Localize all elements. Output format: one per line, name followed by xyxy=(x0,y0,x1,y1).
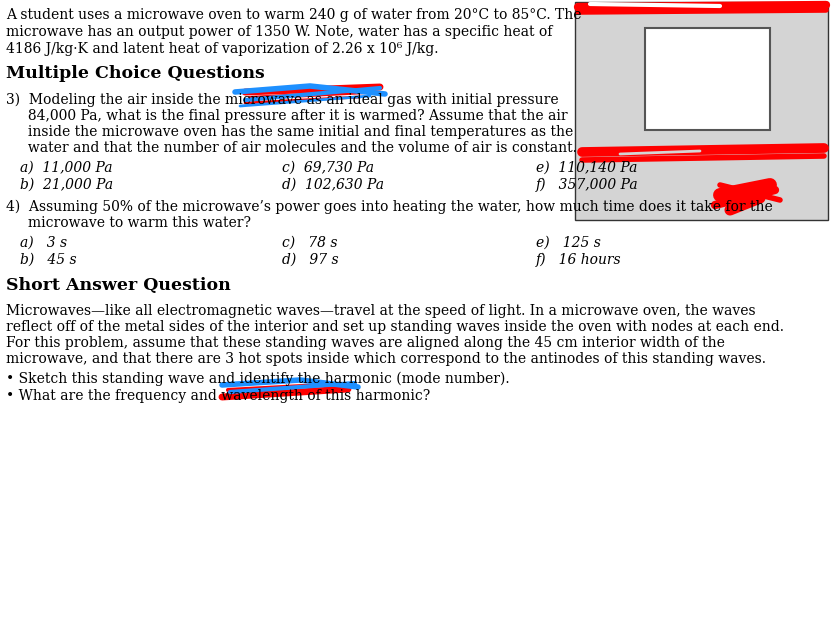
Text: Short Answer Question: Short Answer Question xyxy=(6,277,230,294)
Text: inside the microwave oven has the same initial and final temperatures as the: inside the microwave oven has the same i… xyxy=(6,125,573,139)
Text: microwave has an output power of 1350 W. Note, water has a specific heat of: microwave has an output power of 1350 W.… xyxy=(6,25,552,39)
Text: 84,000 Pa, what is the final pressure after it is warmed? Assume that the air: 84,000 Pa, what is the final pressure af… xyxy=(6,109,567,123)
Text: f)   16 hours: f) 16 hours xyxy=(536,253,622,267)
Text: • What are the frequency and wavelength of this harmonic?: • What are the frequency and wavelength … xyxy=(6,389,430,403)
Text: 4186 J/kg·K and latent heat of vaporization of 2.26 x 10⁶ J/kg.: 4186 J/kg·K and latent heat of vaporizat… xyxy=(6,42,438,56)
Text: f)   357,000 Pa: f) 357,000 Pa xyxy=(536,178,639,192)
Text: e)  110,140 Pa: e) 110,140 Pa xyxy=(536,161,637,175)
Text: a)  11,000 Pa: a) 11,000 Pa xyxy=(20,161,112,175)
Text: microwave to warm this water?: microwave to warm this water? xyxy=(6,216,251,230)
Bar xyxy=(575,2,828,220)
Text: a)   3 s: a) 3 s xyxy=(20,236,67,250)
Text: 4)  Assuming 50% of the microwave’s power goes into heating the water, how much : 4) Assuming 50% of the microwave’s power… xyxy=(6,200,773,214)
Text: microwave, and that there are 3 hot spots inside which correspond to the antinod: microwave, and that there are 3 hot spot… xyxy=(6,352,766,366)
Text: reflect off of the metal sides of the interior and set up standing waves inside : reflect off of the metal sides of the in… xyxy=(6,320,784,334)
Text: For this problem, assume that these standing waves are aligned along the 45 cm i: For this problem, assume that these stan… xyxy=(6,336,725,350)
Text: Microwaves—like all electromagnetic waves—travel at the speed of light. In a mic: Microwaves—like all electromagnetic wave… xyxy=(6,304,755,318)
Text: water and that the number of air molecules and the volume of air is constant.: water and that the number of air molecul… xyxy=(6,141,577,155)
Text: d)  102,630 Pa: d) 102,630 Pa xyxy=(282,178,384,192)
Text: d)   97 s: d) 97 s xyxy=(282,253,339,267)
Text: Multiple Choice Questions: Multiple Choice Questions xyxy=(6,65,265,82)
Bar xyxy=(645,28,770,130)
Text: b)  21,000 Pa: b) 21,000 Pa xyxy=(20,178,113,192)
Text: c)  69,730 Pa: c) 69,730 Pa xyxy=(282,161,374,175)
Text: 3)  Modeling the air inside the microwave as an ideal gas with initial pressure: 3) Modeling the air inside the microwave… xyxy=(6,93,558,108)
Text: A student uses a microwave oven to warm 240 g of water from 20°C to 85°C. The: A student uses a microwave oven to warm … xyxy=(6,8,582,22)
Text: e)   125 s: e) 125 s xyxy=(536,236,601,250)
Text: b)   45 s: b) 45 s xyxy=(20,253,77,267)
Text: c)   78 s: c) 78 s xyxy=(282,236,338,250)
Text: • Sketch this standing wave and identify the harmonic (mode number).: • Sketch this standing wave and identify… xyxy=(6,372,510,386)
